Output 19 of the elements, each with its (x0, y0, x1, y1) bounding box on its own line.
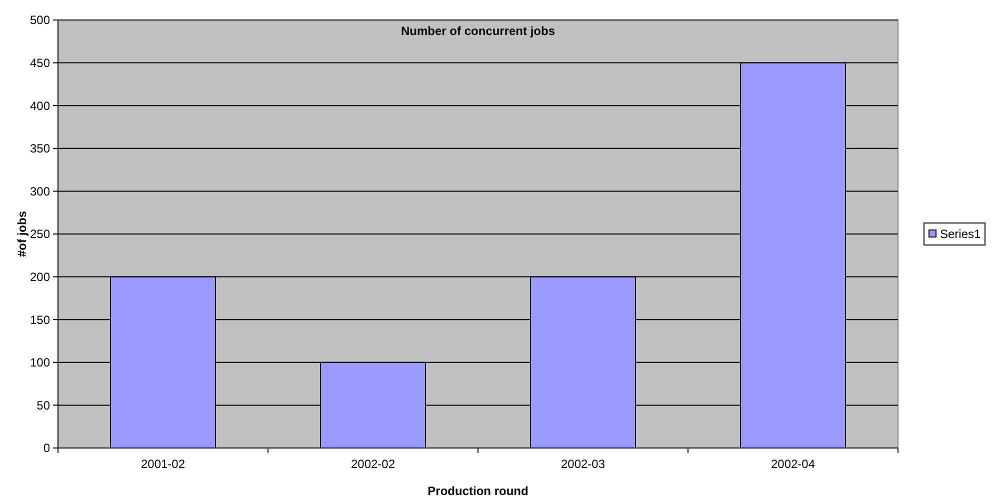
y-tick-label: 150 (30, 312, 50, 327)
x-tick-label: 2001-02 (140, 457, 186, 471)
y-tick-label: 400 (30, 98, 50, 113)
y-tick-label: 50 (36, 398, 50, 412)
x-tick-label: 2002-03 (560, 457, 606, 471)
x-axis-title: Production round (428, 484, 528, 498)
y-tick-label: 300 (30, 184, 50, 198)
chart-title: Number of concurrent jobs (400, 24, 556, 38)
y-axis-title: #of jobs (15, 210, 29, 258)
y-tick-label: 450 (30, 56, 50, 70)
y-tick-label: 350 (30, 142, 50, 156)
y-tick-label: 0 (43, 441, 50, 456)
y-tick-label: 250 (30, 227, 50, 242)
legend-label: Series1 (940, 227, 982, 242)
y-tick-label: 200 (30, 270, 50, 284)
y-tick-label: 100 (30, 356, 50, 370)
x-tick-label: 2002-04 (770, 457, 816, 471)
x-tick-label: 2002-02 (350, 457, 396, 471)
y-tick-label: 500 (30, 13, 50, 28)
